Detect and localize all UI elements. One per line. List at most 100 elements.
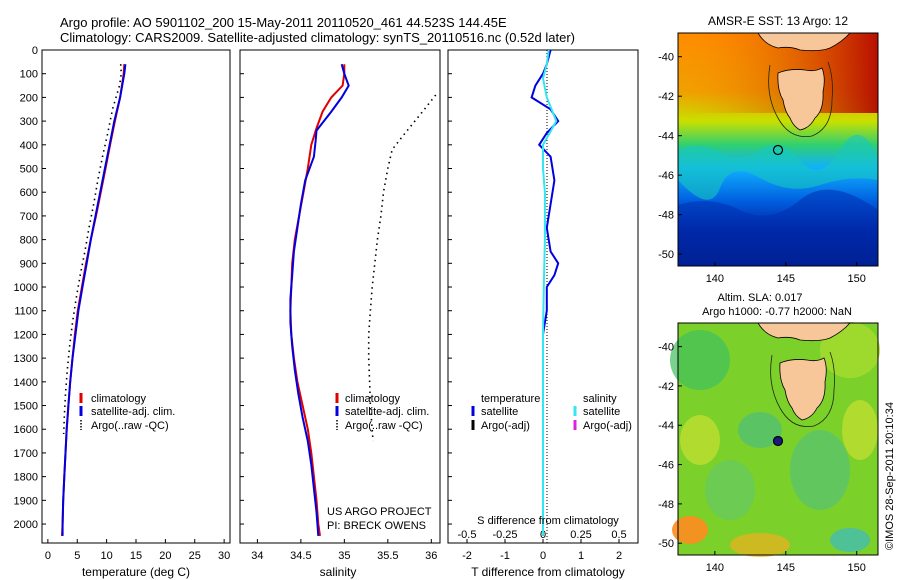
- legend-label-argo: Argo(..raw -QC): [91, 420, 169, 432]
- depth-tick-label: 100: [20, 69, 38, 81]
- x-tick-label: 34: [251, 550, 263, 562]
- s-difference-tick-label: -0.25: [492, 529, 517, 541]
- x-tick-label: 0: [45, 550, 51, 562]
- x-tick-label: -2: [462, 550, 472, 562]
- temperature-panel: 0100200300400500600700800900100011001200…: [14, 45, 231, 579]
- sst-map-panel: AMSR-E SST: 13 Argo: 12 -40-42-44-46-48-…: [658, 14, 879, 285]
- depth-tick-label: 1600: [14, 424, 38, 436]
- argo-position-marker-sst: [772, 144, 784, 156]
- salinity-tick-labels: 34 34.5 35 35.5 36: [251, 550, 437, 562]
- depth-tick-label: 1100: [14, 306, 38, 318]
- sst-lat-tick-labels: -40 -42 -44 -46 -48 -50: [658, 52, 682, 261]
- tasmania-land-sla: [779, 357, 827, 421]
- temperature-series: [42, 50, 225, 543]
- sla-lon-tick-labels: 140 145 150: [706, 551, 866, 574]
- depth-tick-label: 900: [20, 258, 38, 270]
- project-annotation: US ARGO PROJECT: [327, 506, 432, 518]
- s-difference-tick-label: -0.5: [458, 529, 477, 541]
- mainland-coast-sla: [757, 322, 851, 342]
- legend-label-s-argo: Argo(-adj): [583, 420, 632, 432]
- legend-label-argo: Argo(..raw -QC): [345, 420, 423, 432]
- difference-legend: temperature salinity satellite Argo(-adj…: [471, 393, 632, 432]
- lon-tick-label: 145: [777, 562, 795, 574]
- sla-map-title1: Altim. SLA: 0.017: [718, 292, 803, 304]
- depth-tick-label: 1000: [14, 282, 38, 294]
- temperature-xlabel: temperature (deg C): [82, 565, 190, 579]
- tasmania-land-sst: [777, 67, 825, 131]
- legend-label-climatology: climatology: [91, 393, 147, 405]
- sla-map-panel: Altim. SLA: 0.017 Argo h1000: -0.77 h200…: [658, 292, 880, 574]
- legend-salinity-heading: salinity: [583, 393, 617, 405]
- mainland-coast-sst: [757, 32, 851, 52]
- sla-map-image: [670, 322, 880, 557]
- x-tick-label: 35.5: [377, 550, 398, 562]
- lat-tick-label: -44: [658, 420, 674, 432]
- depth-tick-label: 1400: [14, 377, 38, 389]
- series-line-salinity-satellite: [541, 50, 558, 536]
- lon-tick-label: 140: [706, 273, 724, 285]
- x-tick-label: 25: [189, 550, 201, 562]
- figure-title-line1: Argo profile: AO 5901102_200 15-May-2011…: [60, 15, 507, 30]
- depth-tick-label: 2000: [14, 519, 38, 531]
- depth-tick-label: 800: [20, 235, 38, 247]
- x-tick-label: -1: [500, 550, 510, 562]
- imos-footer-stamp: ©IMOS 28-Sep-2011 20:10:34: [884, 402, 896, 550]
- temperature-legend: climatology satellite-adj. clim. Argo(..…: [79, 393, 175, 432]
- series-line-satellite-adj-clim-: [61, 64, 127, 536]
- t-difference-tick-labels: -2 -1 0 1 2: [462, 550, 622, 562]
- depth-tick-label: 300: [20, 116, 38, 128]
- x-tick-label: 20: [159, 550, 171, 562]
- series-line-satellite-adj-clim-: [289, 63, 350, 536]
- lat-tick-label: -48: [658, 210, 674, 222]
- depth-tick-label: 1800: [14, 472, 38, 484]
- x-tick-label: 5: [74, 550, 80, 562]
- legend-label-t-argo: Argo(-adj): [481, 420, 530, 432]
- lat-tick-label: -48: [658, 499, 674, 511]
- shelf-contour-sst: [768, 61, 833, 137]
- depth-tick-label: 400: [20, 140, 38, 152]
- lon-tick-label: 150: [848, 562, 866, 574]
- depth-tick-label: 0: [32, 45, 38, 57]
- depth-tick-label: 1500: [14, 401, 38, 413]
- legend-label-t-satellite: satellite: [481, 406, 518, 418]
- difference-series: [448, 50, 620, 543]
- t-difference-xlabel: T difference from climatology: [471, 565, 625, 579]
- s-difference-tick-label: 0.25: [570, 529, 591, 541]
- shelf-contour-sla: [770, 351, 835, 427]
- difference-panel: -2 -1 0 1 2 -0.5 -0.25 0 0.25 0.5 S difference f…: [447, 49, 639, 579]
- lat-tick-label: -42: [658, 91, 674, 103]
- lat-tick-label: -46: [658, 460, 674, 472]
- depth-tick-label: 1200: [14, 329, 38, 341]
- sst-map-frame: [677, 32, 879, 267]
- depth-tick-label: 500: [20, 164, 38, 176]
- salinity-axes-frame: [239, 49, 441, 544]
- sla-lat-tick-labels: -40 -42 -44 -46 -48 -50: [658, 342, 682, 550]
- argo-position-marker-sla: [772, 435, 784, 447]
- x-tick-label: 1: [578, 550, 584, 562]
- legend-label-satellite: satellite-adj. clim.: [91, 406, 175, 418]
- lon-tick-label: 140: [706, 562, 724, 574]
- depth-tick-label: 1900: [14, 495, 38, 507]
- sla-map-title2: Argo h1000: -0.77 h2000: NaN: [702, 306, 852, 318]
- lat-tick-label: -46: [658, 170, 674, 182]
- depth-tick-label: 1700: [14, 448, 38, 460]
- depth-tick-label: 1300: [14, 353, 38, 365]
- sst-map-title: AMSR-E SST: 13 Argo: 12: [708, 14, 848, 28]
- lat-tick-label: -40: [658, 342, 674, 354]
- x-tick-label: 15: [130, 550, 142, 562]
- figure-title-line2: Climatology: CARS2009. Satellite-adjuste…: [60, 30, 575, 45]
- x-tick-label: 35: [338, 550, 350, 562]
- s-difference-tick-label: 0.5: [611, 529, 626, 541]
- series-line-argo-raw-qc-: [62, 64, 123, 435]
- depth-tick-label: 600: [20, 187, 38, 199]
- sst-map-image: [678, 33, 878, 266]
- x-tick-label: 0: [540, 550, 546, 562]
- lat-tick-label: -50: [658, 538, 674, 550]
- lat-tick-label: -40: [658, 52, 674, 64]
- x-tick-label: 10: [101, 550, 113, 562]
- lat-tick-label: -42: [658, 381, 674, 393]
- lon-tick-label: 150: [848, 273, 866, 285]
- sst-lon-tick-labels: 140 145 150: [706, 262, 866, 285]
- depth-tick-label: 700: [20, 211, 38, 223]
